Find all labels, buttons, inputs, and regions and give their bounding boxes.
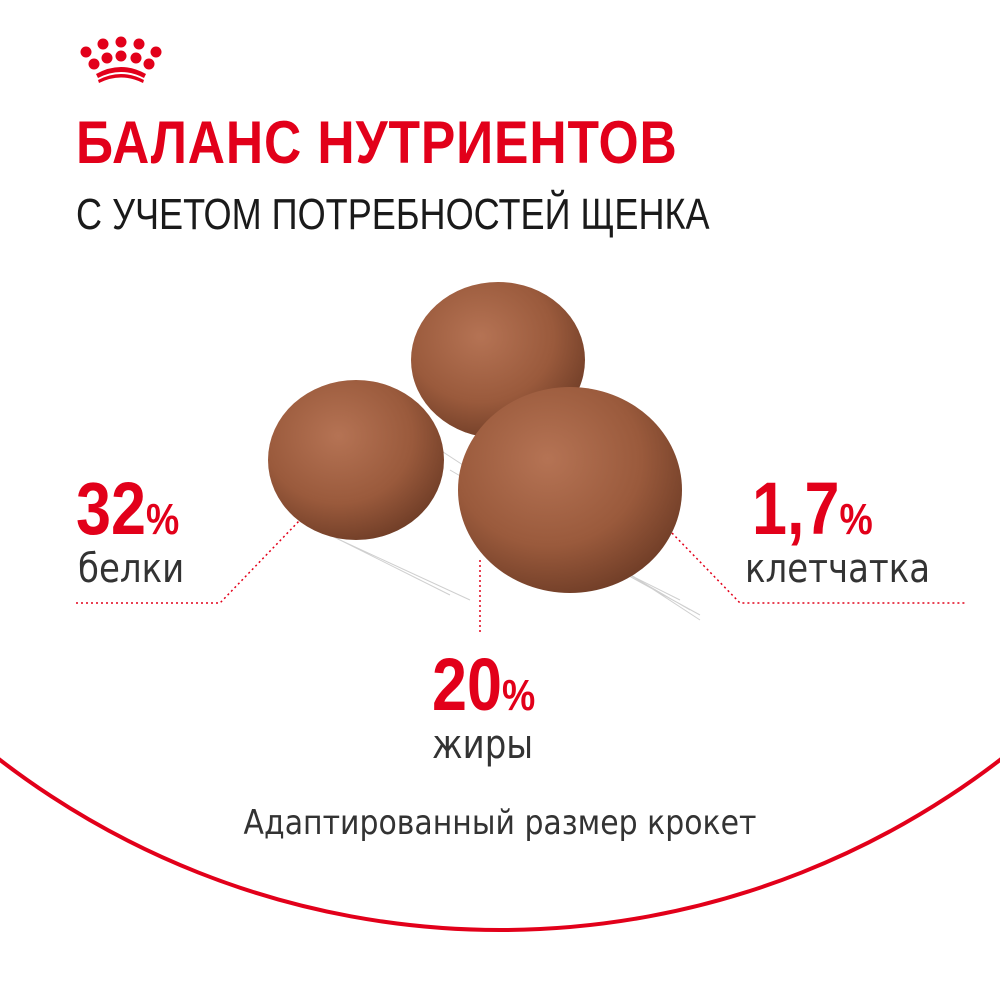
protein-value: 32% xyxy=(76,466,179,551)
value: 32 xyxy=(76,467,146,550)
unit: % xyxy=(839,495,873,544)
value: 1,7 xyxy=(752,467,840,550)
crown-logo xyxy=(80,36,162,83)
kibble-image xyxy=(458,387,682,593)
kibble-image xyxy=(268,380,444,540)
protein-label: белки xyxy=(78,546,185,592)
page-title: БАЛАНС НУТРИЕНТОВ xyxy=(76,109,678,176)
caption: Адаптированный размер крокет xyxy=(243,803,757,843)
decorative-arc xyxy=(0,757,1000,932)
fiber-label: клетчатка xyxy=(745,546,931,592)
fat-label: жиры xyxy=(432,722,534,768)
fiber-value: 1,7% xyxy=(752,466,873,551)
value: 20 xyxy=(432,643,502,726)
fat-value: 20% xyxy=(432,642,535,727)
unit: % xyxy=(501,671,536,720)
unit: % xyxy=(145,495,180,544)
callout-lines xyxy=(76,519,965,635)
page-subtitle: С УЧЕТОМ ПОТРЕБНОСТЕЙ ЩЕНКА xyxy=(76,190,710,239)
